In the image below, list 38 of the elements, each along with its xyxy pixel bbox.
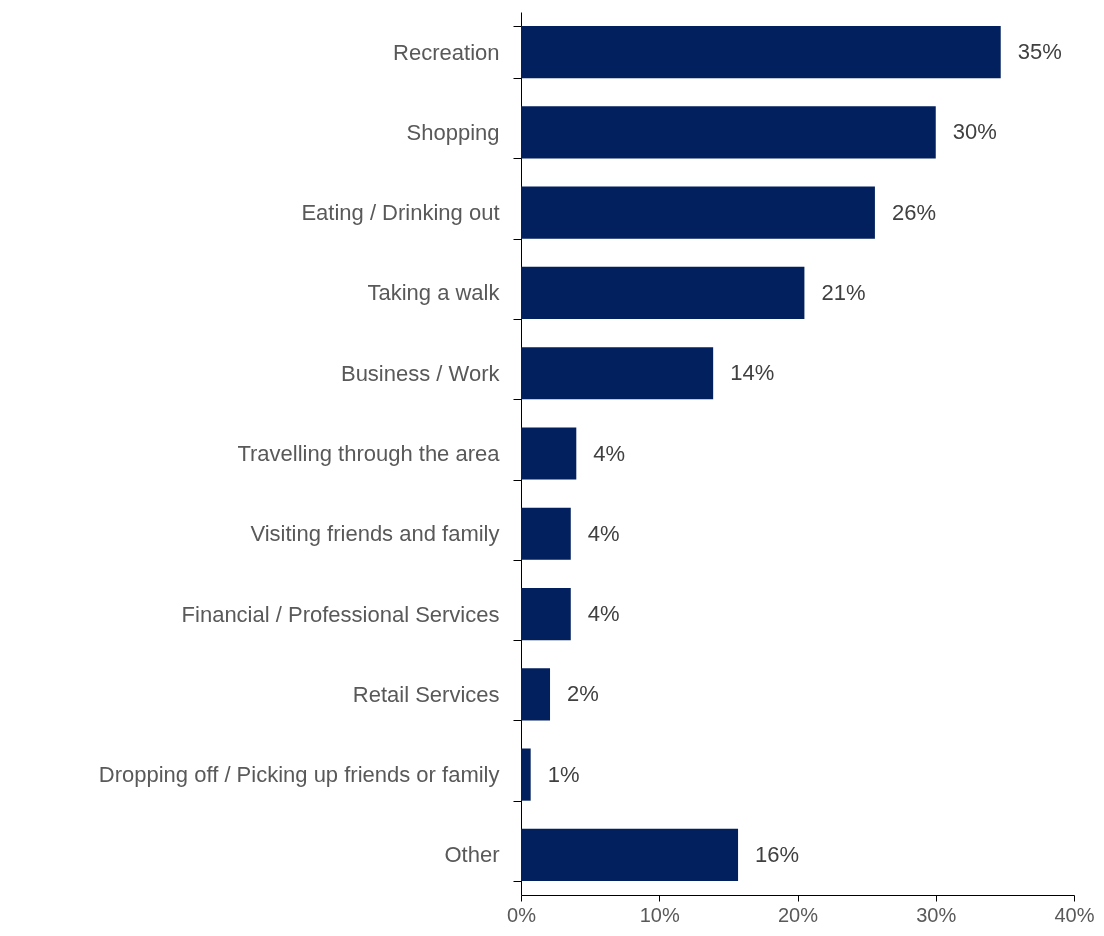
- y-tick-label: Shopping: [406, 119, 500, 145]
- bar: [521, 748, 531, 801]
- data-label: 4%: [587, 601, 620, 627]
- bar: [521, 26, 1001, 79]
- y-tick-label: Business / Work: [340, 360, 501, 386]
- data-label: 30%: [952, 119, 997, 145]
- data-label: 2%: [567, 681, 599, 707]
- y-tick-label: Taking a walk: [367, 280, 501, 306]
- x-tick-label: 0%: [507, 903, 537, 926]
- data-label: 16%: [755, 841, 800, 867]
- data-label: 35%: [1017, 39, 1062, 65]
- y-tick-label: Eating / Drinking out: [301, 200, 500, 226]
- bar: [521, 668, 551, 721]
- bar: [521, 347, 714, 400]
- bar: [521, 106, 936, 159]
- x-tick-label: 30%: [916, 903, 957, 926]
- y-tick-label: Travelling through the area: [237, 441, 501, 466]
- y-tick-label: Visiting friends and family: [250, 521, 500, 547]
- data-label: 1%: [547, 761, 580, 787]
- bar: [521, 507, 571, 560]
- x-tick-label: 40%: [1054, 903, 1095, 926]
- y-tick-label: Financial / Professional Services: [181, 601, 500, 627]
- data-label: 26%: [891, 199, 936, 225]
- x-tick-label: 20%: [777, 903, 819, 926]
- y-tick-label: Retail Services: [352, 681, 500, 707]
- bar: [521, 587, 571, 641]
- data-label: 14%: [730, 360, 775, 386]
- y-tick-label: Other: [444, 842, 500, 868]
- bar: [521, 427, 577, 480]
- bar: [521, 266, 805, 320]
- data-label: 21%: [821, 279, 866, 305]
- y-tick-label: Recreation: [393, 39, 500, 65]
- data-label: 4%: [587, 520, 620, 546]
- bar: [521, 186, 875, 239]
- data-label: 4%: [593, 440, 626, 466]
- y-tick-label: Dropping off / Picking up friends or family: [98, 762, 500, 788]
- x-tick-label: 10%: [639, 903, 680, 926]
- bar: [521, 828, 739, 881]
